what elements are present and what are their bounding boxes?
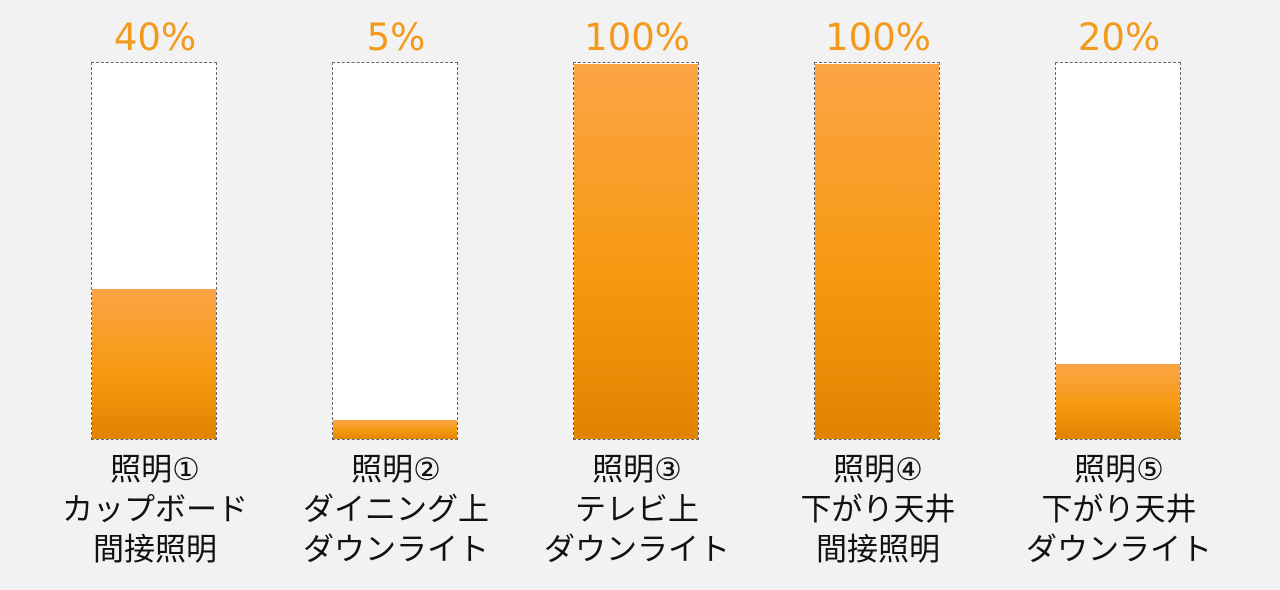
bar-outline — [91, 62, 217, 440]
category-label: 照明④ 下がり天井間接照明 — [748, 450, 1008, 570]
bar — [333, 420, 457, 439]
category-label-line: ダウンライト — [303, 532, 489, 568]
category-label: 照明⑤ 下がり天井ダウンライト — [989, 450, 1249, 570]
bar — [574, 64, 698, 439]
bar-value-label: 20% — [1077, 16, 1161, 59]
bar-value-label: 100% — [825, 16, 931, 59]
bar-outline — [332, 62, 458, 440]
category-label-line: カップボード — [62, 492, 248, 528]
category-label-line: 間接照明 — [93, 532, 217, 568]
bar — [92, 289, 216, 439]
category-label-line: 下がり天井 — [800, 492, 956, 528]
category-label-line: 照明④ — [833, 452, 923, 488]
category-label-line: ダイニング上 — [303, 492, 489, 528]
bar-column: 100% 照明③ テレビ上ダウンライト — [527, 0, 747, 590]
bar — [815, 64, 939, 439]
category-label-line: 照明⑤ — [1074, 452, 1164, 488]
category-label-line: 照明③ — [592, 452, 682, 488]
category-label: 照明② ダイニング上 ダウンライト — [266, 450, 526, 570]
category-label: 照明① カップボード 間接照明 — [25, 450, 285, 570]
category-label-line: 間接照明 — [816, 532, 940, 568]
bar-outline — [573, 62, 699, 440]
category-label: 照明③ テレビ上ダウンライト — [507, 450, 767, 570]
bar-outline — [814, 62, 940, 440]
bar-value-label: 100% — [584, 16, 690, 59]
bar-column: 5% 照明② ダイニング上 ダウンライト — [286, 0, 506, 590]
category-label-line: 照明① — [110, 452, 200, 488]
bar-column: 100% 照明④ 下がり天井間接照明 — [768, 0, 988, 590]
category-label-line: 照明② — [351, 452, 441, 488]
bar-value-label: 40% — [113, 16, 197, 59]
category-label-line: ダウンライト — [544, 532, 730, 568]
bar-outline — [1055, 62, 1181, 440]
bar — [1056, 364, 1180, 439]
bar-column: 20% 照明⑤ 下がり天井ダウンライト — [1009, 0, 1229, 590]
category-label-line: ダウンライト — [1026, 532, 1212, 568]
bar-column: 40% 照明① カップボード 間接照明 — [45, 0, 265, 590]
category-label-line: テレビ上 — [575, 492, 699, 528]
bar-value-label: 5% — [366, 16, 426, 59]
category-label-line: 下がり天井 — [1041, 492, 1197, 528]
